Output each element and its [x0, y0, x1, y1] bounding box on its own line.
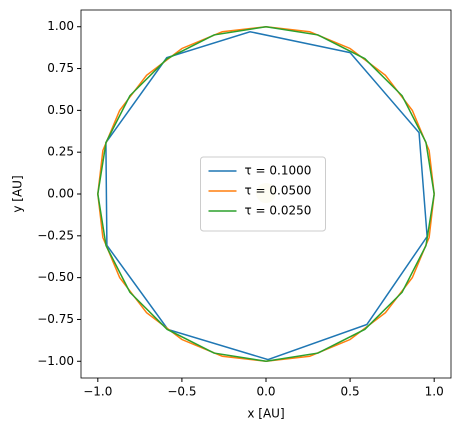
legend-box — [200, 156, 326, 232]
x-tick-label: 0.0 — [256, 385, 275, 399]
y-tick-label: 0.50 — [47, 103, 74, 117]
y-tick-label: −1.00 — [37, 354, 74, 368]
y-tick-label: −0.75 — [37, 312, 74, 326]
axes-frame — [80, 9, 452, 379]
y-tick-label: −0.25 — [37, 228, 74, 242]
legend-label: τ = 0.0250 — [245, 204, 312, 218]
legend-label: τ = 0.1000 — [245, 164, 312, 178]
y-tick-label: 0.75 — [47, 61, 74, 75]
series-line — [97, 25, 435, 363]
x-tick-label: 1.0 — [425, 385, 444, 399]
y-axis-label: y [AU] — [11, 175, 25, 212]
x-tick-label: −1.0 — [83, 385, 112, 399]
y-tick-label: −0.50 — [37, 270, 74, 284]
x-tick-label: 0.5 — [341, 385, 360, 399]
y-tick-label: 0.25 — [47, 145, 74, 159]
y-tick-label: 1.00 — [47, 19, 74, 33]
x-tick-label: −0.5 — [167, 385, 196, 399]
legend-label: τ = 0.0500 — [245, 184, 312, 198]
x-axis-label: x [AU] — [247, 407, 284, 421]
y-tick-label: 0.00 — [47, 187, 74, 201]
